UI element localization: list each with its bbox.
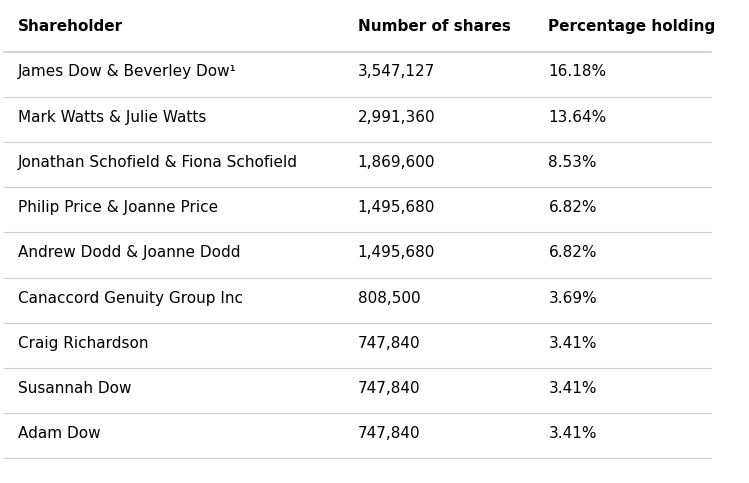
Text: 747,840: 747,840	[357, 426, 420, 441]
Text: 6.82%: 6.82%	[548, 245, 597, 260]
Text: 1,869,600: 1,869,600	[357, 155, 435, 170]
Text: Mark Watts & Julie Watts: Mark Watts & Julie Watts	[18, 110, 207, 125]
Text: 1,495,680: 1,495,680	[357, 200, 435, 215]
Text: Number of shares: Number of shares	[357, 19, 511, 34]
Text: James Dow & Beverley Dow¹: James Dow & Beverley Dow¹	[18, 64, 237, 80]
Text: 3.41%: 3.41%	[548, 426, 597, 441]
Text: 3.41%: 3.41%	[548, 336, 597, 351]
Text: 3.41%: 3.41%	[548, 381, 597, 396]
Text: Shareholder: Shareholder	[18, 19, 124, 34]
Text: Jonathan Schofield & Fiona Schofield: Jonathan Schofield & Fiona Schofield	[18, 155, 298, 170]
Text: 3.69%: 3.69%	[548, 290, 597, 306]
Text: Canaccord Genuity Group Inc: Canaccord Genuity Group Inc	[18, 290, 243, 306]
Text: 747,840: 747,840	[357, 336, 420, 351]
Text: Andrew Dodd & Joanne Dodd: Andrew Dodd & Joanne Dodd	[18, 245, 241, 260]
Text: 16.18%: 16.18%	[548, 64, 607, 80]
Text: 13.64%: 13.64%	[548, 110, 607, 125]
Text: 8.53%: 8.53%	[548, 155, 597, 170]
Text: Craig Richardson: Craig Richardson	[18, 336, 149, 351]
Text: 808,500: 808,500	[357, 290, 420, 306]
Text: 2,991,360: 2,991,360	[357, 110, 435, 125]
Text: 3,547,127: 3,547,127	[357, 64, 435, 80]
Text: Adam Dow: Adam Dow	[18, 426, 101, 441]
Text: 6.82%: 6.82%	[548, 200, 597, 215]
Text: 747,840: 747,840	[357, 381, 420, 396]
Text: Percentage holding: Percentage holding	[548, 19, 716, 34]
Text: 1,495,680: 1,495,680	[357, 245, 435, 260]
Text: Philip Price & Joanne Price: Philip Price & Joanne Price	[18, 200, 219, 215]
Text: Susannah Dow: Susannah Dow	[18, 381, 132, 396]
